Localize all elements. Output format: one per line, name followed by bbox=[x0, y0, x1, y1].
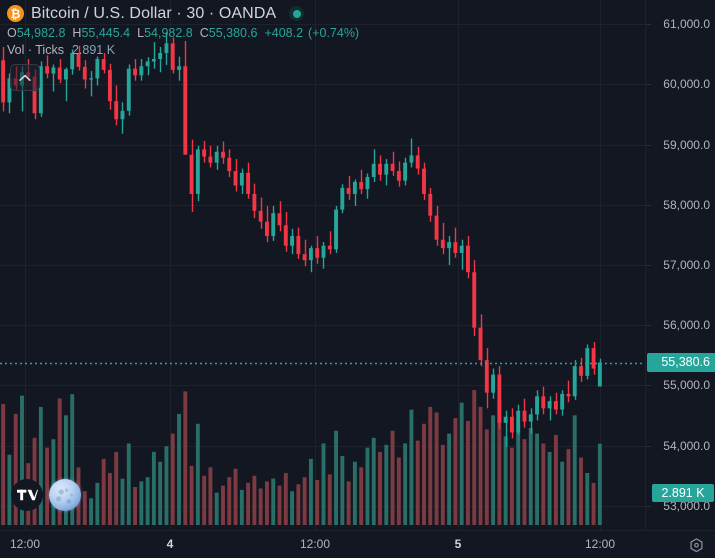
price-tick-label: 57,000.0 bbox=[646, 258, 715, 272]
gear-icon bbox=[689, 537, 703, 552]
candlestick-chart-svg bbox=[0, 0, 645, 530]
scroll-to-recent-button[interactable] bbox=[10, 64, 40, 91]
time-tick-label: 4 bbox=[166, 537, 174, 551]
price-tick-label: 58,000.0 bbox=[646, 198, 715, 212]
time-tick-label: 12:00 bbox=[9, 537, 41, 551]
current-price-badge[interactable]: 55,380.6 bbox=[647, 352, 715, 372]
price-tick-label: 54,000.0 bbox=[646, 439, 715, 453]
time-tick-label: 12:00 bbox=[584, 537, 616, 551]
price-tick-label: 60,000.0 bbox=[646, 77, 715, 91]
volume-value-badge[interactable]: 2.891 K bbox=[652, 484, 714, 502]
chart-plot-area[interactable] bbox=[0, 0, 645, 530]
moon-icon[interactable] bbox=[49, 479, 81, 511]
price-tick-label: 61,000.0 bbox=[646, 17, 715, 31]
price-tick-label: 56,000.0 bbox=[646, 318, 715, 332]
price-scale[interactable]: 61,000.0 60,000.0 59,000.0 58,000.0 57,000.0… bbox=[645, 0, 715, 530]
time-tick-label: 12:00 bbox=[299, 537, 331, 551]
tradingview-logo-icon bbox=[16, 489, 38, 501]
price-tick-label: 59,000.0 bbox=[646, 138, 715, 152]
tradingview-logo[interactable] bbox=[11, 479, 43, 511]
time-tick-label: 5 bbox=[454, 537, 462, 551]
price-tick-label: 53,000.0 bbox=[646, 499, 715, 513]
price-tick-label: 55,000.0 bbox=[646, 378, 715, 392]
chevron-up-icon bbox=[19, 74, 31, 81]
chart-settings-button[interactable] bbox=[686, 535, 706, 555]
time-scale[interactable]: 12:00 4 12:00 5 12:00 bbox=[0, 530, 715, 558]
